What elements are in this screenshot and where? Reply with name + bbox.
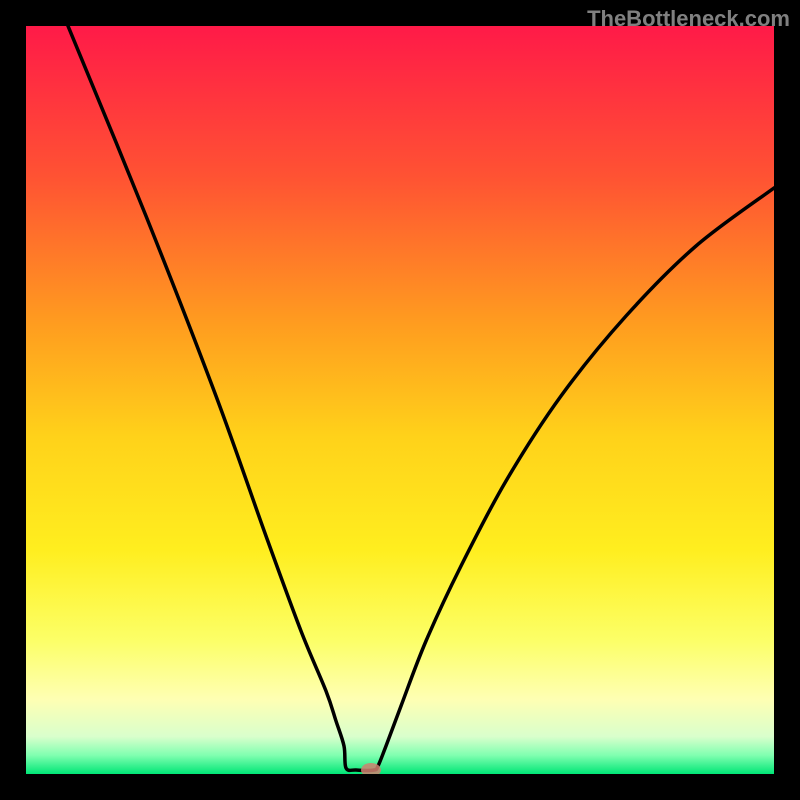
curve-svg <box>26 26 774 774</box>
watermark-text: TheBottleneck.com <box>587 6 790 32</box>
chart-container: TheBottleneck.com <box>0 0 800 800</box>
plot-area <box>26 26 774 774</box>
gradient-background <box>26 26 774 774</box>
